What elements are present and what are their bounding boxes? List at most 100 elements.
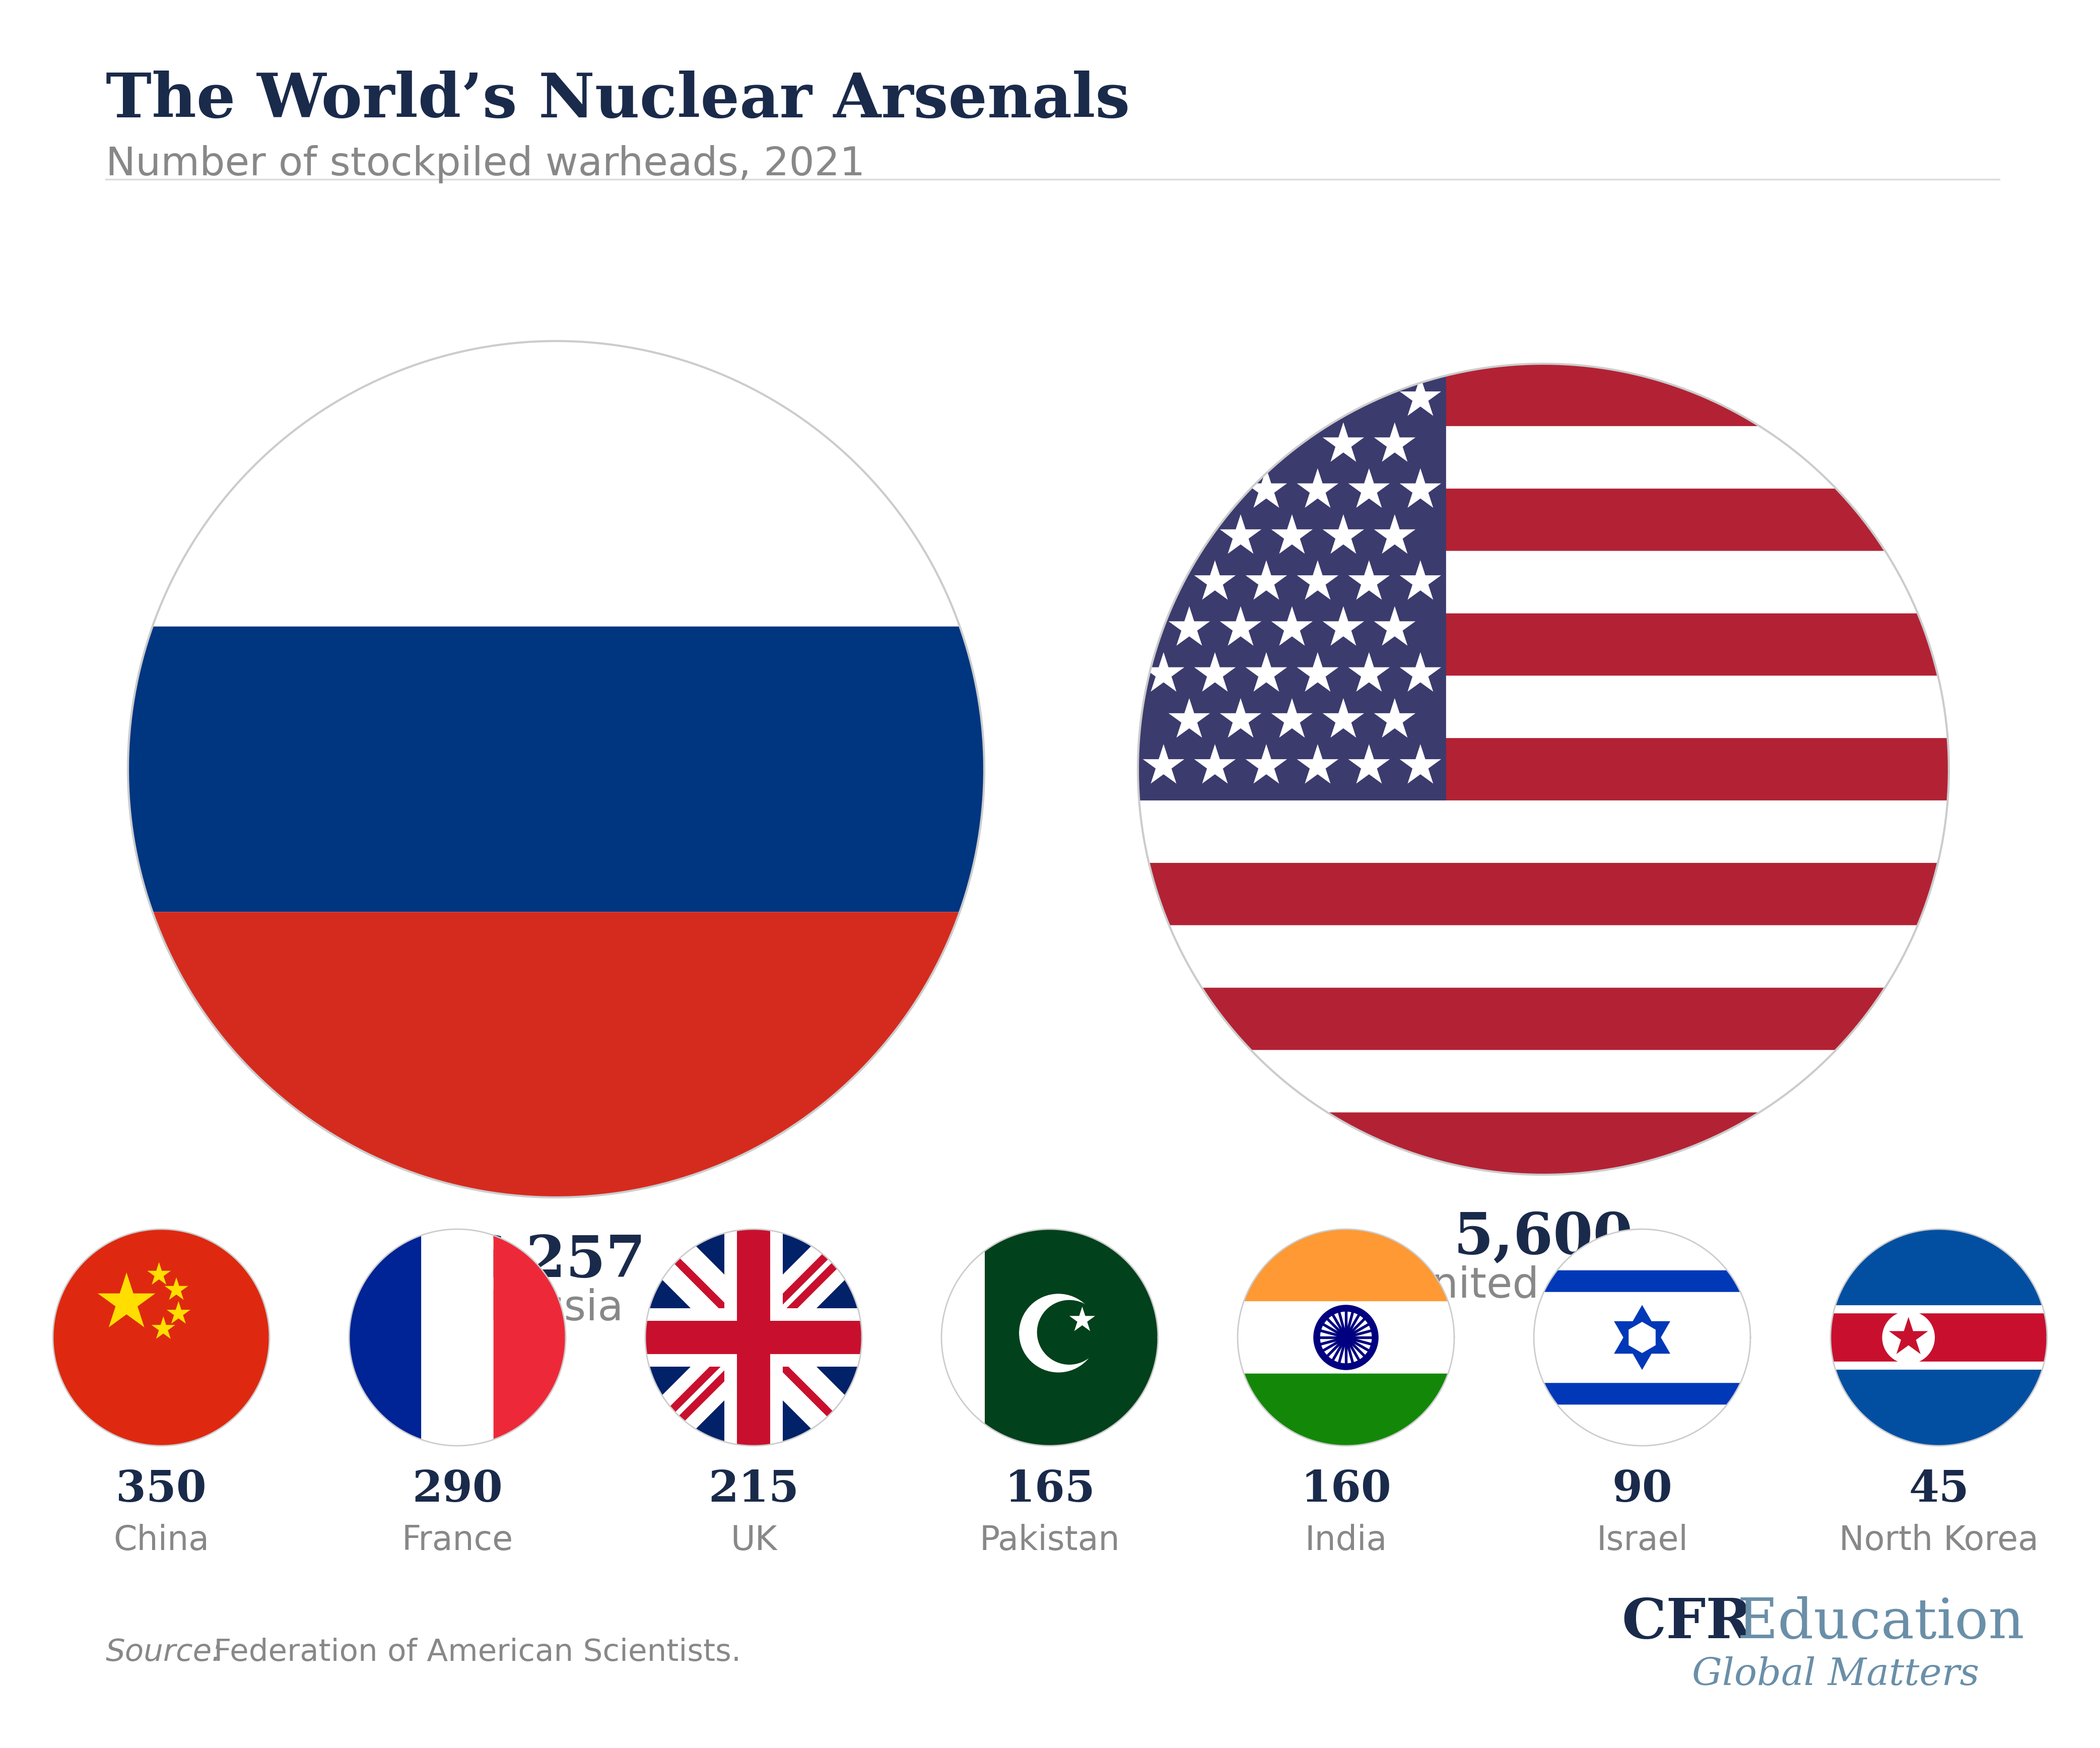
Polygon shape <box>1399 468 1441 507</box>
Polygon shape <box>1138 376 1447 801</box>
Polygon shape <box>1544 1383 1741 1405</box>
Text: The World’s Nuclear Arsenals: The World’s Nuclear Arsenals <box>105 70 1130 129</box>
Polygon shape <box>1138 738 1949 801</box>
Polygon shape <box>151 1316 174 1339</box>
Polygon shape <box>1348 745 1390 783</box>
Text: 5,600: 5,600 <box>1453 1210 1634 1266</box>
Polygon shape <box>1323 514 1365 554</box>
Polygon shape <box>1195 559 1235 600</box>
Polygon shape <box>1243 1374 1449 1446</box>
Polygon shape <box>166 1301 191 1323</box>
Circle shape <box>1342 1334 1350 1341</box>
Text: 90: 90 <box>1613 1468 1672 1510</box>
Polygon shape <box>1252 427 1835 488</box>
Polygon shape <box>678 1262 838 1421</box>
Text: Pakistan: Pakistan <box>979 1524 1119 1557</box>
Polygon shape <box>737 1229 771 1446</box>
Text: 165: 165 <box>1004 1468 1094 1510</box>
Polygon shape <box>1220 514 1262 554</box>
Text: Global Matters: Global Matters <box>1693 1655 1978 1692</box>
Polygon shape <box>1831 1229 2048 1446</box>
Polygon shape <box>1327 1112 1760 1175</box>
Circle shape <box>1037 1301 1100 1363</box>
Polygon shape <box>1252 1051 1835 1112</box>
Polygon shape <box>670 1253 827 1412</box>
Polygon shape <box>1399 559 1441 600</box>
Polygon shape <box>53 1229 269 1446</box>
Polygon shape <box>1170 551 1917 614</box>
Text: 45: 45 <box>1909 1468 1970 1510</box>
Polygon shape <box>1138 801 1947 864</box>
Polygon shape <box>1237 1301 1453 1374</box>
Polygon shape <box>99 1273 155 1327</box>
Polygon shape <box>1138 676 1947 738</box>
Polygon shape <box>1270 697 1313 738</box>
Polygon shape <box>941 1252 985 1425</box>
Polygon shape <box>128 626 985 912</box>
Text: United States: United States <box>1401 1266 1686 1306</box>
Text: 6,257: 6,257 <box>466 1232 647 1288</box>
Polygon shape <box>941 1229 1157 1446</box>
Polygon shape <box>153 912 960 1197</box>
Polygon shape <box>1323 607 1365 645</box>
Polygon shape <box>1298 745 1338 783</box>
Polygon shape <box>1373 607 1415 645</box>
Polygon shape <box>1298 559 1338 600</box>
Polygon shape <box>1348 559 1390 600</box>
Polygon shape <box>1348 652 1390 692</box>
Polygon shape <box>1348 468 1390 507</box>
Polygon shape <box>1373 514 1415 554</box>
Polygon shape <box>1270 607 1313 645</box>
Circle shape <box>1882 1311 1934 1363</box>
Polygon shape <box>1243 1229 1449 1301</box>
Polygon shape <box>1142 652 1184 692</box>
Text: Education: Education <box>1737 1596 2024 1650</box>
Text: 290: 290 <box>412 1468 502 1510</box>
Polygon shape <box>1069 1306 1094 1330</box>
Polygon shape <box>1201 488 1886 551</box>
Polygon shape <box>645 1229 861 1446</box>
Polygon shape <box>1220 607 1262 645</box>
Polygon shape <box>1323 423 1365 461</box>
Polygon shape <box>1245 559 1287 600</box>
Text: CFR: CFR <box>1621 1596 1751 1650</box>
Polygon shape <box>1298 652 1338 692</box>
Polygon shape <box>678 1262 838 1421</box>
Polygon shape <box>1195 745 1235 783</box>
Polygon shape <box>1195 652 1235 692</box>
Text: China: China <box>113 1524 210 1557</box>
Polygon shape <box>1142 745 1184 783</box>
Text: UK: UK <box>731 1524 777 1557</box>
Polygon shape <box>1168 607 1210 645</box>
Polygon shape <box>1533 1229 1751 1446</box>
Polygon shape <box>1149 864 1938 925</box>
Polygon shape <box>1399 652 1441 692</box>
Circle shape <box>1018 1294 1098 1372</box>
Text: Russia: Russia <box>489 1288 624 1328</box>
Polygon shape <box>1833 1306 2045 1313</box>
Text: Source:: Source: <box>105 1638 223 1668</box>
Polygon shape <box>1245 745 1287 783</box>
Polygon shape <box>349 1236 422 1440</box>
Polygon shape <box>1373 697 1415 738</box>
Polygon shape <box>1615 1321 1670 1370</box>
Polygon shape <box>1888 1316 1928 1355</box>
Text: India: India <box>1304 1524 1388 1557</box>
Text: Federation of American Scientists.: Federation of American Scientists. <box>204 1638 741 1668</box>
Polygon shape <box>1168 697 1210 738</box>
Polygon shape <box>1373 423 1415 461</box>
Polygon shape <box>645 1308 861 1367</box>
Text: 215: 215 <box>708 1468 798 1510</box>
Polygon shape <box>1831 1309 2048 1365</box>
Text: France: France <box>401 1524 512 1557</box>
Polygon shape <box>1615 1306 1670 1353</box>
Polygon shape <box>153 341 960 626</box>
Polygon shape <box>659 1245 846 1432</box>
Text: Israel: Israel <box>1596 1524 1688 1557</box>
Polygon shape <box>1149 614 1938 676</box>
Polygon shape <box>1544 1271 1741 1292</box>
Text: North Korea: North Korea <box>1840 1524 2039 1557</box>
Polygon shape <box>1833 1362 2045 1370</box>
Text: 160: 160 <box>1300 1468 1390 1510</box>
Polygon shape <box>670 1253 827 1412</box>
